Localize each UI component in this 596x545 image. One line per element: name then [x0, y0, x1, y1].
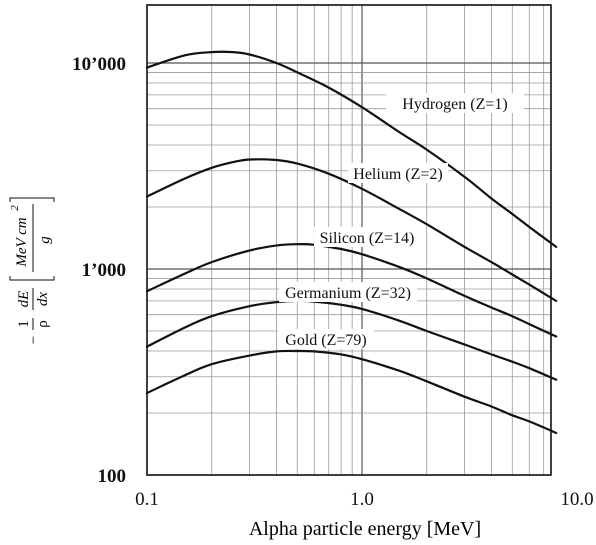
series-line-germanium: [145, 299, 558, 381]
tick-labels: 0.1 1.0 10.0 100 1’000 10’000: [72, 54, 593, 510]
y-label-dx: dx: [35, 292, 51, 307]
x-tick-label: 1.0: [350, 489, 374, 510]
series-label-helium: Helium (Z=2): [353, 166, 442, 183]
series-label-hydrogen: Hydrogen (Z=1): [402, 96, 507, 113]
series-label-bg-helium: [348, 163, 448, 183]
series-label-bg-gold: [278, 329, 374, 349]
y-axis-label: − 1 ρ dE dx MeV cm 2 g: [9, 197, 55, 344]
series-line-gold: [145, 349, 558, 435]
y-label-rho: ρ: [35, 320, 51, 328]
series-label-bg-hydrogen: [386, 93, 524, 113]
y-tick-label: 10’000: [72, 54, 126, 75]
series-line-helium: [145, 158, 558, 302]
series-label-germanium: Germanium (Z=32): [285, 285, 411, 302]
x-axis-label: Alpha particle energy [MeV]: [249, 518, 481, 540]
y-label-unit-denominator: g: [37, 236, 53, 244]
y-label-one: 1: [16, 320, 32, 328]
series-line-silicon: [145, 242, 558, 338]
y-label-dE: dE: [16, 291, 32, 308]
series-label-bg-silicon: [314, 227, 420, 247]
y-label-unit-exponent: 2: [9, 205, 21, 211]
y-label-minus: −: [26, 336, 42, 344]
x-tick-label: 10.0: [560, 489, 593, 510]
series-labels: Hydrogen (Z=1) Helium (Z=2) Silicon (Z=14)…: [278, 93, 524, 349]
series-label-silicon: Silicon (Z=14): [320, 230, 415, 247]
series-label-gold: Gold (Z=79): [285, 332, 366, 349]
y-tick-label: 1’000: [82, 260, 126, 281]
y-label-bracket-right: [9, 197, 55, 202]
x-tick-label: 0.1: [135, 489, 159, 510]
y-label-unit-numerator: MeV cm: [14, 217, 30, 267]
series-label-bg-germanium: [279, 282, 417, 302]
data-series: [145, 50, 558, 435]
y-label-bracket-left: [9, 276, 55, 281]
series-line-hydrogen: [145, 50, 558, 248]
plot-frame: [146, 4, 552, 476]
y-tick-label: 100: [98, 466, 127, 487]
